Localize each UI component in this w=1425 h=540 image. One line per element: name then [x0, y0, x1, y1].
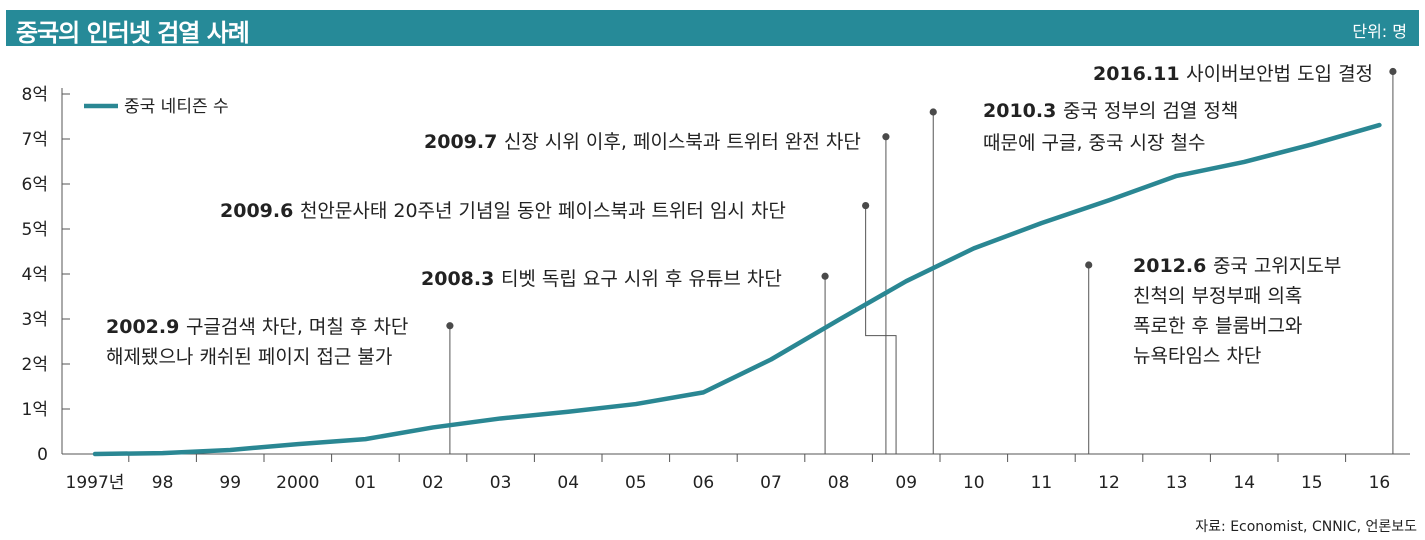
- y-tick-label: 4억: [22, 265, 48, 285]
- annotation-marker: [1389, 67, 1397, 76]
- annotation-text: 뉴욕타임스 차단: [1133, 345, 1261, 367]
- x-tick-label: 07: [760, 473, 782, 493]
- source-note: 자료: Economist, CNNIC, 언론보도: [1195, 519, 1417, 535]
- series-line-netizens: [92, 122, 1382, 457]
- y-tick-label: 8억: [22, 85, 48, 105]
- x-tick-label: 13: [1166, 473, 1188, 493]
- x-tick-label: 12: [1098, 473, 1120, 493]
- annotation-text: 2008.3 티벳 독립 요구 시위 후 유튜브 차단: [421, 268, 782, 290]
- x-tick-label: 02: [422, 473, 444, 493]
- x-tick-label: 99: [219, 473, 241, 493]
- annotation-description: 중국 정부의 검열 정책: [1063, 100, 1238, 122]
- x-tick-label: 06: [693, 473, 715, 493]
- annotation-leader-line: [865, 205, 897, 454]
- annotation-description: 사이버보안법 도입 결정: [1186, 63, 1373, 85]
- x-tick-label: 16: [1369, 473, 1391, 493]
- y-tick-label: 2억: [22, 355, 48, 375]
- x-tick-label: 98: [152, 473, 174, 493]
- y-tick-label: 0: [37, 445, 48, 465]
- annotation-text: 해제됐으나 캐쉬된 페이지 접근 불가: [106, 346, 392, 368]
- annotation-text: 폭로한 후 블룸버그와: [1133, 315, 1302, 337]
- x-tick-label: 05: [625, 473, 647, 493]
- y-tick-label: 6억: [22, 175, 48, 195]
- x-tick-label: 08: [828, 473, 850, 493]
- y-tick-label: 7억: [22, 130, 48, 150]
- annotation-date: 2010.3: [983, 100, 1063, 122]
- y-tick-label: 5억: [22, 220, 48, 240]
- x-tick-label: 04: [557, 473, 579, 493]
- annotation-date: 2012.6: [1133, 255, 1213, 277]
- x-tick-label: 11: [1031, 473, 1053, 493]
- page-title: 중국의 인터넷 검열 사례: [16, 19, 250, 47]
- annotation-text: 2016.11 사이버보안법 도입 결정: [1093, 63, 1373, 85]
- annotation-text: 때문에 구글, 중국 시장 철수: [983, 132, 1205, 154]
- x-tick-label: 14: [1233, 473, 1255, 493]
- x-tick-label: 10: [963, 473, 985, 493]
- annotation-description: 티벳 독립 요구 시위 후 유튜브 차단: [501, 268, 782, 290]
- y-tick-label: 3억: [22, 310, 48, 330]
- annotation-date: 2016.11: [1093, 63, 1186, 85]
- title-bar: 중국의 인터넷 검열 사례 단위: 명: [6, 10, 1419, 47]
- annotation-date: 2009.6: [220, 200, 300, 222]
- annotation-description: 천안문사태 20주년 기념일 동안 페이스북과 트위터 임시 차단: [300, 200, 786, 222]
- annotation-description: 중국 고위지도부: [1213, 255, 1341, 277]
- annotation-marker: [882, 133, 890, 141]
- annotation-date: 2002.9: [106, 316, 186, 338]
- annotation-marker: [821, 272, 829, 280]
- annotation-text: 2012.6 중국 고위지도부: [1133, 255, 1341, 277]
- unit-label: 단위: 명: [1352, 22, 1407, 41]
- annotation-marker: [1085, 261, 1093, 269]
- annotation-text: 2009.7 신장 시위 이후, 페이스북과 트위터 완전 차단: [424, 131, 861, 153]
- annotation-date: 2008.3: [421, 268, 501, 290]
- annotation-description: 구글검색 차단, 며칠 후 차단: [186, 316, 408, 338]
- x-tick-label: 2000: [276, 473, 319, 493]
- annotation-description: 신장 시위 이후, 페이스북과 트위터 완전 차단: [504, 131, 861, 153]
- annotation-marker: [446, 322, 454, 330]
- annotation-marker: [862, 202, 870, 210]
- annotation-text: 2002.9 구글검색 차단, 며칠 후 차단: [106, 316, 408, 338]
- y-tick-label: 1억: [22, 400, 48, 420]
- annotation-marker: [929, 108, 937, 116]
- annotation-text: 2009.6 천안문사태 20주년 기념일 동안 페이스북과 트위터 임시 차단: [220, 200, 786, 222]
- x-tick-label: 15: [1301, 473, 1323, 493]
- x-tick-label: 03: [490, 473, 512, 493]
- x-tick-label: 1997년: [66, 473, 125, 493]
- annotation-date: 2009.7: [424, 131, 504, 153]
- legend-label: 중국 네티즌 수: [124, 97, 229, 117]
- x-tick-label: 01: [355, 473, 377, 493]
- annotation-text: 친척의 부정부패 의혹: [1133, 285, 1302, 307]
- annotation-text: 2010.3 중국 정부의 검열 정책: [983, 100, 1238, 122]
- x-tick-label: 09: [895, 473, 917, 493]
